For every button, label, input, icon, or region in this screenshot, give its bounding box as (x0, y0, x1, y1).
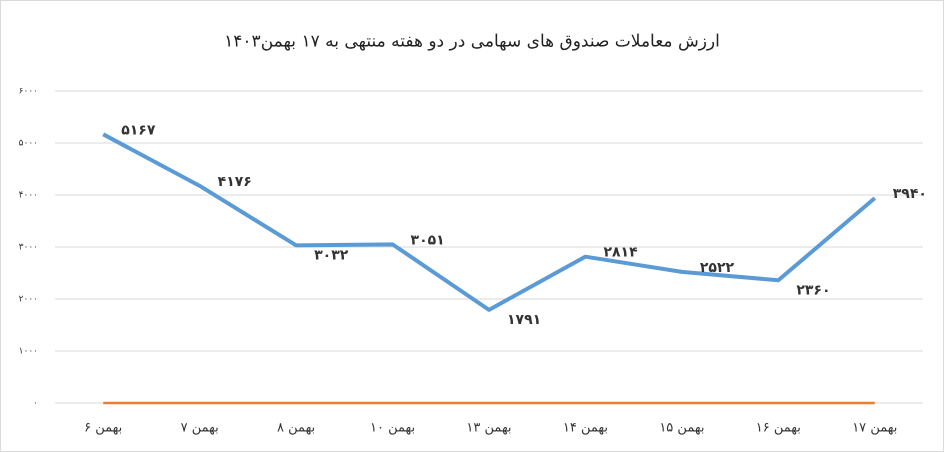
y-tick-label: ۱۰۰۰ (19, 347, 38, 357)
x-tick-label: ۱۴ بهمن (563, 421, 608, 436)
x-tick-label: ۸ بهمن (277, 421, 315, 436)
data-label: ۵۱۶۷ (121, 122, 156, 138)
y-tick-label: ۳۰۰۰ (19, 243, 38, 253)
series-line (102, 132, 877, 312)
y-tick-label: ۰ (33, 399, 38, 409)
x-tick-label: ۱۶ بهمن (756, 421, 801, 436)
data-label: ۲۳۶۰ (796, 282, 830, 298)
x-tick-label: ۱۷ بهمن (852, 421, 897, 436)
x-tick-label: ۷ بهمن (181, 421, 219, 436)
data-label: ۲۸۱۴ (603, 245, 638, 261)
x-tick-label: ۱۳ بهمن (466, 421, 511, 436)
data-label: ۱۷۹۱ (507, 312, 541, 328)
data-label: ۲۵۲۲ (700, 260, 735, 276)
data-label: ۳۰۳۲ (314, 247, 349, 263)
data-label: ۳۹۴۰ (893, 186, 927, 202)
x-tick-label: ۱۰ بهمن (370, 421, 415, 436)
x-tick-label: ۶ بهمن (84, 421, 122, 436)
x-tick-label: ۱۵ بهمن (659, 421, 704, 436)
y-tick-label: ۴۰۰۰ (19, 191, 38, 201)
y-tick-label: ۶۰۰۰ (19, 87, 38, 97)
data-label: ۴۱۷۶ (218, 174, 252, 190)
chart-title: ارزش معاملات صندوق های سهامی در دو هفته … (224, 32, 720, 52)
data-label: ۳۰۵۱ (411, 232, 445, 248)
y-tick-label: ۵۰۰۰ (19, 139, 38, 149)
y-tick-label: ۲۰۰۰ (19, 295, 38, 305)
